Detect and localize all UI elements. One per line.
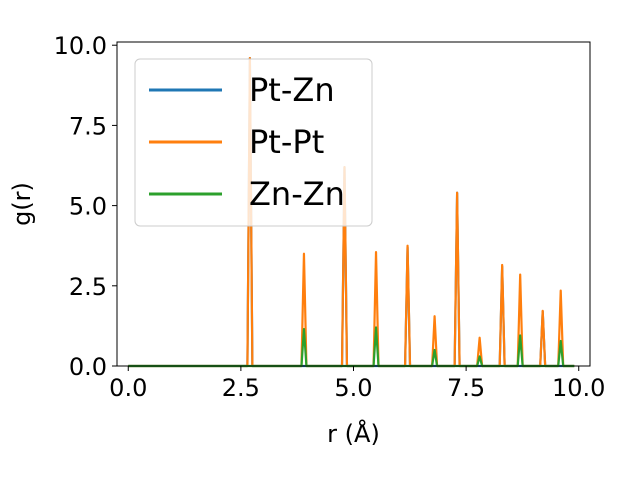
x-tick-label: 10.0 (552, 374, 605, 402)
legend-box (134, 58, 373, 227)
y-axis-label: g(r) (8, 182, 36, 226)
y-tick-label: 10.0 (54, 32, 107, 60)
x-tick-label: 2.5 (222, 374, 260, 402)
x-axis-label: r (Å) (327, 419, 380, 448)
legend-label-zn-zn: Zn-Zn (249, 175, 345, 213)
legend-label-pt-zn: Pt-Zn (249, 71, 335, 109)
series-line-zn-zn (128, 326, 575, 368)
x-tick-label: 5.0 (334, 374, 372, 402)
legend: Pt-Zn Pt-Pt Zn-Zn (134, 58, 373, 227)
y-tick-label: 0.0 (69, 353, 107, 381)
x-tick-label: 0.0 (109, 374, 147, 402)
y-tick-label: 5.0 (69, 193, 107, 221)
legend-label-pt-pt: Pt-Pt (249, 123, 324, 161)
x-tick-label: 7.5 (447, 374, 485, 402)
x-axis: 0.0 2.5 5.0 7.5 10.0 (109, 366, 605, 402)
y-tick-label: 7.5 (69, 112, 107, 140)
y-tick-label: 2.5 (69, 273, 107, 301)
y-axis: 0.0 2.5 5.0 7.5 10.0 (54, 32, 117, 381)
